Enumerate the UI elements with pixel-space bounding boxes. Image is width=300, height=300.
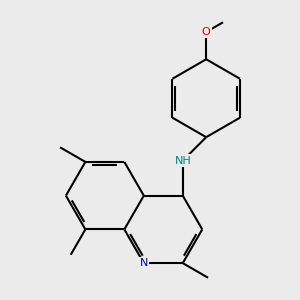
Text: N: N [140,258,148,268]
Text: NH: NH [174,156,191,166]
Text: O: O [202,27,211,37]
